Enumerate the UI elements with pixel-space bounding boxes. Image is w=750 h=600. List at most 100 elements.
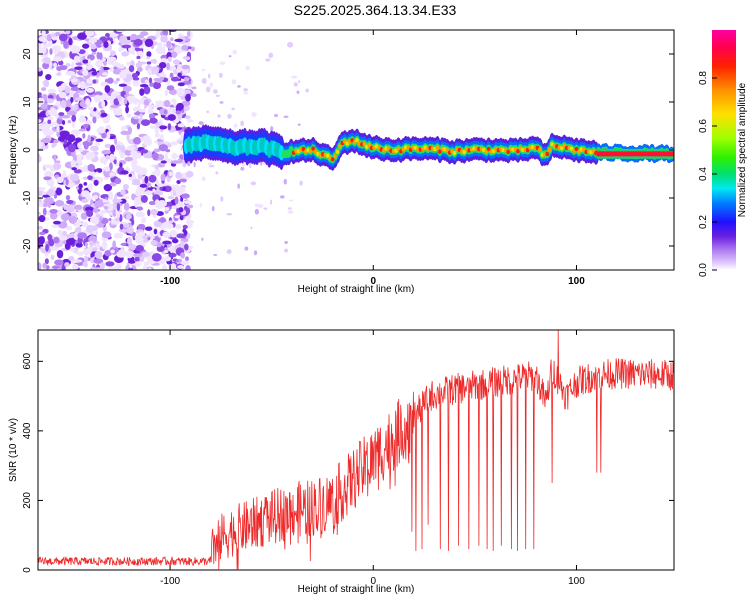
noise-blob <box>198 121 204 125</box>
signal-peak <box>335 149 340 155</box>
signal-peak <box>486 146 491 152</box>
noise-blob <box>48 238 55 247</box>
noise-blob <box>98 199 103 203</box>
x-tick-label: 100 <box>568 576 585 587</box>
noise-blob <box>156 121 160 129</box>
noise-blob <box>67 120 72 124</box>
noise-blob <box>187 222 193 229</box>
noise-blob <box>123 223 130 229</box>
noise-blob <box>158 144 168 152</box>
noise-blob <box>160 160 167 164</box>
noise-blob <box>42 262 47 269</box>
noise-blob <box>61 114 71 119</box>
noise-blob <box>87 163 96 172</box>
noise-blob <box>170 263 177 270</box>
noise-blob <box>51 265 60 270</box>
noise-blob <box>154 164 160 170</box>
noise-blob <box>116 250 126 258</box>
noise-blob <box>71 61 75 70</box>
noise-blob <box>131 72 139 79</box>
noise-blob <box>177 123 186 128</box>
noise-blob <box>72 259 83 263</box>
noise-blob <box>50 254 55 260</box>
noise-blob <box>100 65 104 74</box>
noise-blob <box>115 144 121 151</box>
noise-blob <box>38 140 44 149</box>
noise-blob <box>180 240 185 249</box>
noise-blob <box>92 116 97 124</box>
noise-blob <box>38 215 46 223</box>
noise-blob <box>90 43 97 50</box>
noise-blob <box>113 159 117 165</box>
noise-blob <box>167 123 172 131</box>
noise-blob <box>86 156 92 160</box>
noise-blob <box>121 125 127 130</box>
noise-blob <box>254 208 260 215</box>
noise-blob <box>46 116 54 121</box>
noise-blob <box>219 61 226 65</box>
y-tick-label: -10 <box>22 190 33 205</box>
noise-blob <box>55 200 65 207</box>
noise-blob <box>180 252 186 259</box>
noise-blob <box>162 186 167 192</box>
noise-blob <box>128 173 133 177</box>
noise-blob <box>154 100 165 105</box>
colorbar-tick-label: 0.4 <box>698 167 709 181</box>
noise-blob <box>137 99 141 108</box>
noise-blob <box>51 108 57 117</box>
noise-blob <box>94 250 103 259</box>
noise-blob <box>137 231 146 237</box>
noise-blob <box>83 255 88 263</box>
noise-blob <box>83 181 88 186</box>
noise-blob <box>170 230 177 238</box>
y-tick-label: -20 <box>22 238 33 253</box>
noise-blob <box>91 71 98 76</box>
noise-blob <box>135 211 145 218</box>
signal-peak <box>301 146 306 152</box>
noise-blob <box>115 30 126 33</box>
noise-blob <box>49 208 58 214</box>
noise-blob <box>93 179 99 186</box>
noise-blob <box>160 34 168 43</box>
noise-blob <box>205 86 211 93</box>
noise-blob <box>131 193 135 201</box>
noise-blob <box>180 260 190 266</box>
noise-blob <box>181 64 190 70</box>
noise-blob <box>106 131 111 140</box>
noise-blob <box>46 34 52 42</box>
noise-blob <box>149 125 159 129</box>
noise-blob <box>156 30 160 36</box>
signal-peak <box>545 151 550 157</box>
noise-blob <box>174 38 184 43</box>
noise-blob <box>169 141 179 146</box>
noise-blob <box>263 207 268 210</box>
noise-blob <box>270 199 273 205</box>
noise-blob <box>187 30 191 37</box>
noise-blob <box>253 250 258 256</box>
noise-blob <box>217 114 221 118</box>
noise-blob <box>95 60 103 68</box>
noise-blob <box>181 44 189 51</box>
noise-blob <box>170 37 174 42</box>
noise-blob <box>47 104 51 111</box>
noise-blob <box>124 149 133 156</box>
noise-blob <box>119 116 125 121</box>
noise-blob <box>170 76 179 82</box>
noise-blob <box>226 212 233 216</box>
noise-blob <box>157 243 162 248</box>
noise-blob <box>66 234 75 239</box>
noise-blob <box>175 188 184 196</box>
noise-blob <box>126 61 130 66</box>
noise-blob <box>101 209 107 214</box>
noise-blob <box>68 256 75 261</box>
noise-blob <box>113 80 118 85</box>
noise-blob <box>136 55 141 60</box>
noise-blob <box>104 205 108 210</box>
noise-blob <box>136 122 140 130</box>
noise-blob <box>191 93 197 97</box>
noise-blob <box>125 105 129 114</box>
noise-blob <box>150 240 158 246</box>
noise-blob <box>109 144 116 153</box>
noise-blob <box>66 199 74 205</box>
